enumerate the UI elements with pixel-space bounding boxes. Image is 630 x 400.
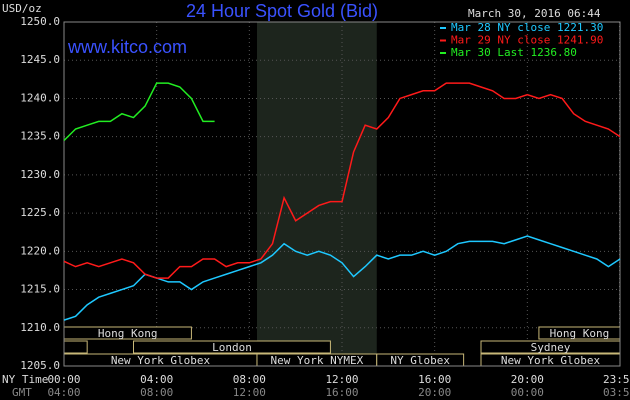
y-tick-label: 1210.0 — [20, 321, 60, 334]
y-tick-label: 1250.0 — [20, 15, 60, 28]
session-box — [63, 340, 88, 354]
chart-subtitle: March 30, 2016 06:44 — [468, 7, 601, 20]
session-label: New York NYMEX — [271, 354, 364, 367]
session-label: NY Globex — [390, 354, 450, 367]
gmt-tick-label: 08:00 — [140, 386, 173, 399]
x-axis-label: NY Time — [2, 373, 48, 386]
gmt-tick-label: 03:59 — [603, 386, 630, 399]
session-label: London — [212, 341, 252, 354]
x2-axis-label: GMT — [12, 386, 32, 399]
gmt-tick-label: 12:00 — [233, 386, 266, 399]
y-tick-label: 1215.0 — [20, 283, 60, 296]
x-tick-label: 20:00 — [511, 373, 544, 386]
gmt-tick-label: 04:00 — [47, 386, 80, 399]
session-box — [133, 340, 331, 354]
y-tick-label: 1225.0 — [20, 206, 60, 219]
session-label: Hong Kong — [98, 327, 158, 340]
x-tick-label: 04:00 — [140, 373, 173, 386]
x-tick-label: 12:00 — [325, 373, 358, 386]
legend-label: Mar 30 Last 1236.80 — [451, 46, 577, 59]
chart-title: 24 Hour Spot Gold (Bid) — [186, 1, 378, 21]
y-tick-label: 1235.0 — [20, 130, 60, 143]
x-tick-label: 16:00 — [418, 373, 451, 386]
y-tick-label: 1220.0 — [20, 244, 60, 257]
y-tick-label: 1230.0 — [20, 168, 60, 181]
y-tick-label: 1245.0 — [20, 53, 60, 66]
series-line — [63, 82, 215, 142]
session-label: New York Globex — [111, 354, 211, 367]
legend-label: Mar 28 NY close 1221.30 — [451, 21, 603, 34]
series-line — [63, 82, 621, 279]
x-tick-label: 23:59 — [603, 373, 630, 386]
legend-label: Mar 29 NY close 1241.90 — [451, 34, 603, 47]
session-label: Sydney — [531, 341, 571, 354]
y-tick-label: 1240.0 — [20, 91, 60, 104]
x-tick-label: 08:00 — [233, 373, 266, 386]
session-label: New York Globex — [501, 354, 601, 367]
website: www.kitco.com — [67, 37, 187, 57]
x-tick-label: 00:00 — [47, 373, 80, 386]
gmt-tick-label: 16:00 — [325, 386, 358, 399]
gmt-tick-label: 00:00 — [511, 386, 544, 399]
gmt-tick-label: 20:00 — [418, 386, 451, 399]
session-label: Hong Kong — [550, 327, 610, 340]
y-axis-label: USD/oz — [2, 2, 42, 15]
shaded-region — [256, 22, 377, 366]
plot-frame — [63, 21, 621, 367]
y-tick-label: 1205.0 — [20, 359, 60, 372]
